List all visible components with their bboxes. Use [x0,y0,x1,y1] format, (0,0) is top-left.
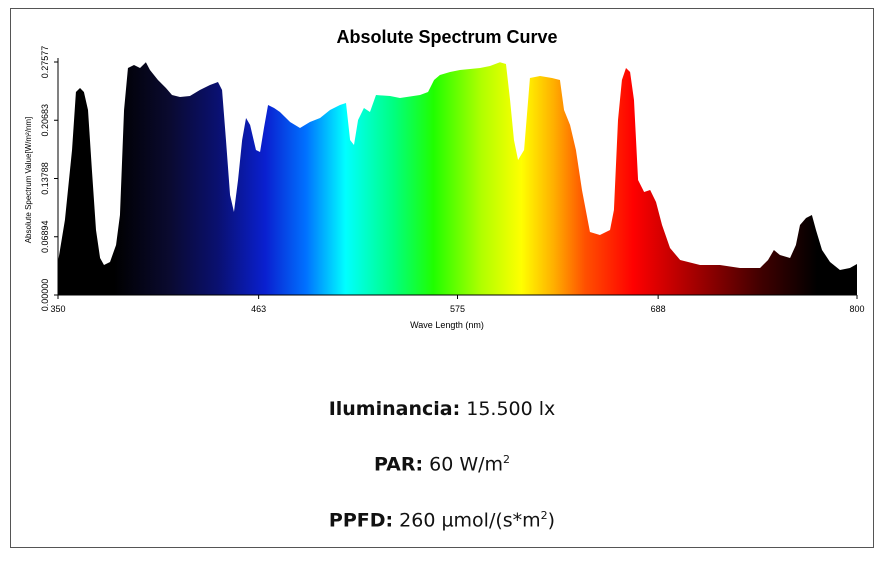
y-tick-label: 0.06894 [40,220,50,253]
metric-sup: 2 [540,509,548,522]
x-axis-label: Wave Length (nm) [410,320,484,330]
metric-value: 260 µmol/(s*m [399,509,541,532]
y-tick-label: 0.13788 [40,162,50,195]
x-tick-label: 688 [651,304,666,314]
frame [10,8,874,548]
metric-sup: 2 [503,453,511,466]
x-tick-label: 463 [251,304,266,314]
metric-label: PAR: [373,453,424,476]
metric-tail: ) [547,509,556,532]
metric: PPFD: 260 µmol/(s*m2) [0,509,884,531]
y-axis-label: Absolute Spectrum Value[W/m²/nm] [24,117,33,244]
metric: PAR: 60 W/m2 [0,453,884,475]
y-tick-label: 0.27577 [40,46,50,79]
metric-label: Iluminancia: [328,398,461,420]
chart-title: Absolute Spectrum Curve [336,27,557,47]
y-tick-label: 0.00000 [40,279,50,312]
metric-value: 60 W/m [429,453,504,476]
metric-label: PPFD: [328,509,394,532]
spectrum-area [58,62,857,296]
x-tick-label: 575 [450,304,465,314]
metric-value: 15.500 lx [466,398,556,420]
metric: Iluminancia: 15.500 lx [0,398,884,420]
y-tick-label: 0.20683 [40,104,50,137]
x-tick-label: 350 [50,304,65,314]
x-tick-label: 800 [849,304,864,314]
